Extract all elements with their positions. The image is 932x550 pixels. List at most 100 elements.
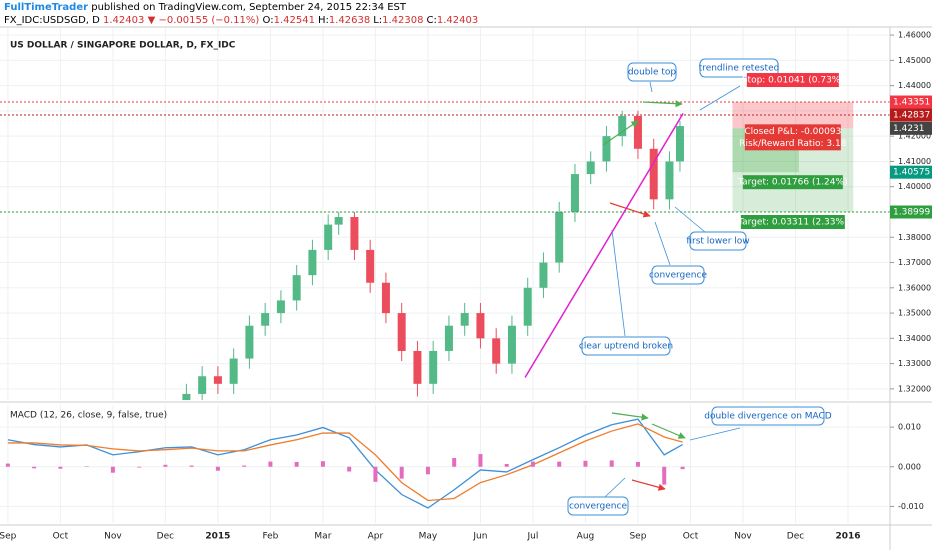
callout-box <box>689 231 747 251</box>
callout-text: double divergence on MACD <box>704 412 832 422</box>
last: 1.42403 <box>103 15 145 26</box>
histogram-bar <box>268 461 273 467</box>
candle-body <box>213 376 222 384</box>
price-tag <box>890 108 932 122</box>
y-tick-label: 0.010 <box>898 423 921 432</box>
histogram-bar <box>320 461 325 467</box>
candle-body <box>586 161 595 175</box>
candle-body <box>507 325 516 364</box>
price-tag <box>890 165 932 179</box>
histogram-bar <box>84 466 89 467</box>
callout-text: convergence <box>649 271 707 281</box>
arrow <box>642 100 683 108</box>
histogram-bar <box>504 463 509 467</box>
price-tag <box>890 95 932 109</box>
callout-box <box>651 265 705 285</box>
x-tick-label: Aug <box>577 532 595 542</box>
callout-box <box>567 496 629 516</box>
candle-body <box>523 287 532 326</box>
macd-line <box>7 418 683 509</box>
x-tick-label: Jun <box>472 532 487 542</box>
y-tick-label: 1.35000 <box>898 309 931 318</box>
price-tag <box>890 121 932 135</box>
callout-text: clear uptrend broken <box>579 342 673 352</box>
position-label: Target: 0.01766 (1.24%) <box>737 178 847 188</box>
callout-text: double top <box>628 68 677 78</box>
histogram-bar <box>662 466 667 485</box>
candle-body <box>182 393 191 400</box>
histogram-bar <box>294 461 299 467</box>
histogram-bar <box>635 461 640 467</box>
change: −0.00155 (−0.11%) <box>158 15 260 26</box>
x-tick-label: Jul <box>527 532 539 542</box>
candle-body <box>618 115 627 137</box>
candle-body <box>649 148 658 200</box>
histogram-bar <box>530 461 535 467</box>
chart-title: US DOLLAR / SINGAPORE DOLLAR, D, FX_IDC <box>10 41 236 51</box>
position-label: Closed P&L: -0.00093 <box>744 127 841 137</box>
x-tick-label: Apr <box>368 532 384 542</box>
x-tick-label: May <box>419 532 438 542</box>
y-tick-label: 1.42000 <box>898 132 931 141</box>
candle-body <box>665 161 674 200</box>
ohlc-label: L: <box>373 15 383 26</box>
y-tick-label: 1.37000 <box>898 258 931 267</box>
callout-box <box>581 336 671 356</box>
histogram-bar <box>347 466 352 472</box>
arrow: ▼ <box>147 15 156 26</box>
histogram-bar <box>557 461 562 467</box>
price-tag <box>890 205 932 219</box>
macd-pane <box>0 405 890 523</box>
candle-body <box>366 249 375 283</box>
callout-text: trendline retested <box>699 64 780 74</box>
candle-body <box>334 217 343 225</box>
callout-pointer <box>604 81 741 498</box>
candle-body <box>229 358 238 384</box>
candle-body <box>350 217 359 250</box>
x-tick-label: Sep <box>0 532 17 542</box>
candle-body <box>198 376 207 394</box>
x-tick-label: 2016 <box>835 532 860 542</box>
published: published on TradingView.com, September … <box>91 2 407 13</box>
callout-text: convergence <box>569 502 627 512</box>
candle-body <box>381 282 390 314</box>
y-tick-label: 1.41000 <box>898 157 931 166</box>
position-label-box <box>740 215 845 230</box>
callout-box <box>627 62 677 82</box>
callout-text: first lower low <box>686 237 749 247</box>
y-tick-label: -0.010 <box>898 502 924 511</box>
axes: 1.32000 1.33000 1.34000 1.35000 1.36000 1.370… <box>0 26 932 550</box>
trendline <box>524 113 684 378</box>
candle-body <box>555 211 564 263</box>
histogram-bar <box>58 466 63 469</box>
x-tick-label: Dec <box>787 532 804 542</box>
candle-body <box>292 275 301 301</box>
histogram-bar <box>425 466 430 475</box>
position-label-box <box>746 73 839 88</box>
ohlc: O:1.42541 H:1.42638 L:1.42308 C:1.42403 <box>263 15 482 26</box>
histogram-bar <box>32 466 37 469</box>
callout-box <box>711 406 825 426</box>
y-tick-label: 1.40000 <box>898 182 931 191</box>
histogram-bar <box>189 465 194 467</box>
y-tick-label: 1.46000 <box>898 31 931 40</box>
symbol: FX_IDC:USDSGD, D <box>4 15 100 26</box>
y-tick-label: 0.000 <box>898 462 921 471</box>
candle-body <box>444 325 453 351</box>
ohlc-label: H: <box>317 15 329 26</box>
price-tag-label: 1.42837 <box>893 111 930 121</box>
histogram-bar <box>110 466 115 473</box>
candle-body <box>570 174 579 212</box>
ohlc-value: 1.42308 <box>382 15 424 26</box>
candle-body <box>324 224 333 250</box>
position-label: Risk/Reward Ratio: 3.18 <box>739 139 846 149</box>
histogram-bar <box>452 458 457 467</box>
position-label: Target: 0.03311 (2.33%) <box>737 218 847 228</box>
histogram-bar <box>583 460 588 467</box>
y-tick-label: 1.32000 <box>898 384 931 393</box>
histogram-bar <box>373 466 378 482</box>
candle-body <box>460 313 469 326</box>
